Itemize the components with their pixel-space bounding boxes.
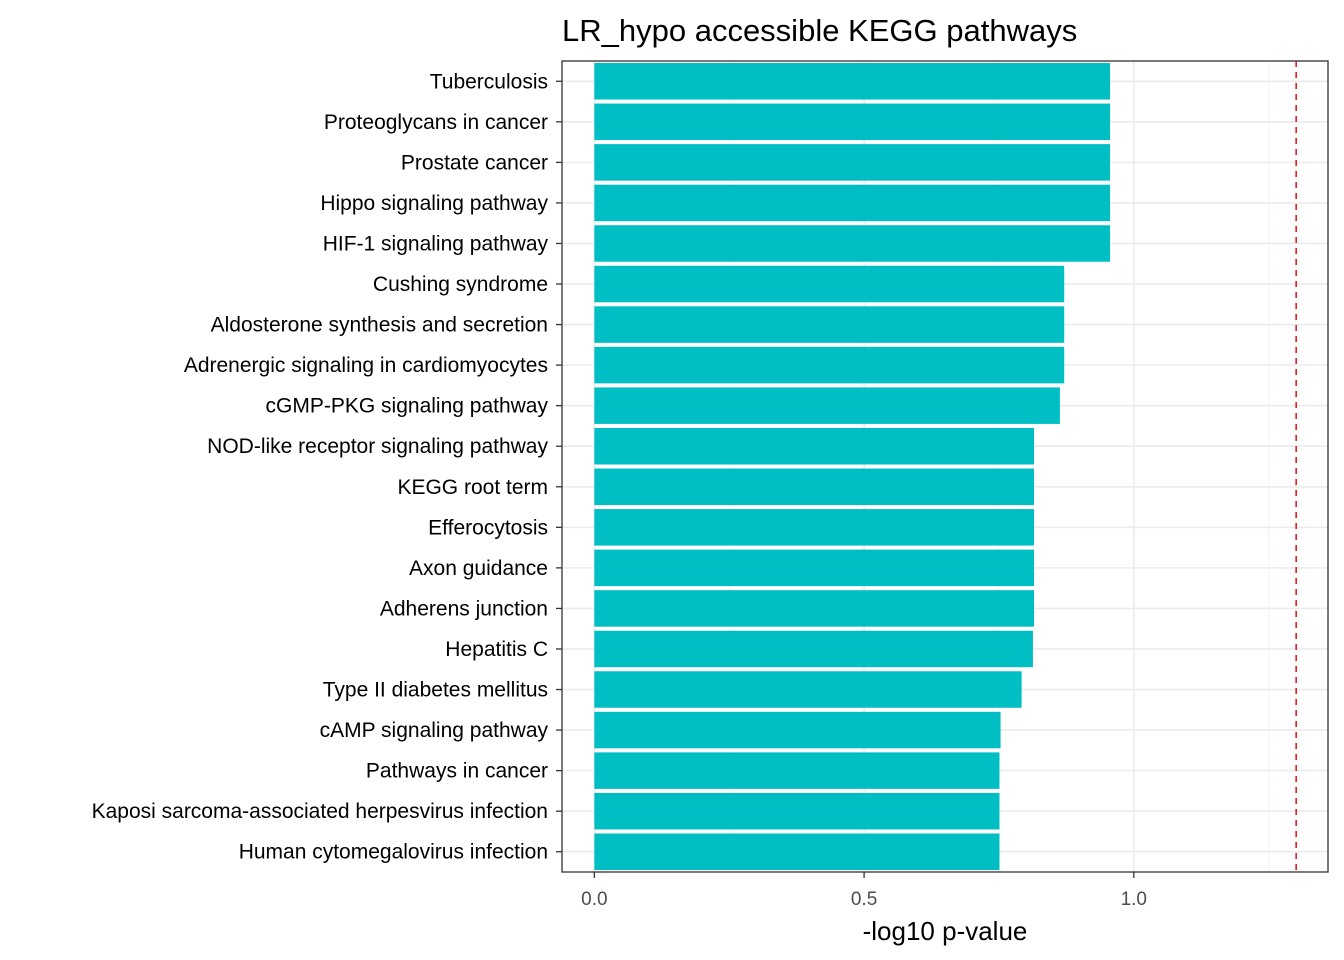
- y-tick-label: Type II diabetes mellitus: [323, 679, 548, 702]
- y-tick-label: Proteoglycans in cancer: [324, 111, 548, 134]
- y-axis: Tuberculosis Proteoglycans in cancer Prost…: [92, 70, 562, 864]
- y-tick-label: cAMP signaling pathway: [320, 719, 549, 742]
- bar: [594, 387, 1060, 424]
- bar: [594, 144, 1111, 181]
- bar: [594, 671, 1022, 708]
- bar: [594, 306, 1065, 343]
- bar: [594, 590, 1035, 627]
- y-tick-label: Aldosterone synthesis and secretion: [211, 314, 548, 337]
- panel-border: [561, 60, 1329, 873]
- bar: [594, 752, 1000, 789]
- bar: [594, 509, 1035, 546]
- y-tick-label: cGMP-PKG signaling pathway: [266, 395, 549, 418]
- bar: [594, 833, 1000, 870]
- y-tick-label: Hippo signaling pathway: [320, 192, 548, 215]
- y-tick-label: Axon guidance: [409, 557, 548, 580]
- y-tick-label: Kaposi sarcoma-associated herpesvirus in…: [92, 800, 548, 823]
- bar: [594, 265, 1065, 303]
- y-tick-label: Adherens junction: [380, 597, 548, 620]
- y-tick-label: Prostate cancer: [401, 151, 548, 174]
- chart-title: LR_hypo accessible KEGG pathways: [562, 13, 1077, 48]
- y-tick-label: Adrenergic signaling in cardiomyocytes: [184, 354, 548, 377]
- y-tick-label: HIF-1 signaling pathway: [323, 232, 549, 255]
- bar: [594, 468, 1035, 506]
- bar: [594, 630, 1033, 668]
- bar: [594, 711, 1001, 749]
- bar: [594, 103, 1111, 141]
- x-axis-title: -log10 p-value: [863, 916, 1028, 946]
- bar: [594, 225, 1111, 262]
- bar: [594, 184, 1111, 222]
- y-tick-label: KEGG root term: [397, 476, 548, 499]
- y-tick-label: Hepatitis C: [445, 638, 548, 661]
- y-tick-label: Cushing syndrome: [373, 273, 548, 296]
- bars: [594, 63, 1111, 870]
- y-tick-label: Human cytomegalovirus infection: [239, 841, 548, 864]
- y-tick-label: Tuberculosis: [430, 70, 548, 93]
- x-tick-label: 0.5: [851, 889, 877, 910]
- y-tick-label: NOD-like receptor signaling pathway: [207, 435, 548, 458]
- x-tick-label: 0.0: [581, 889, 607, 910]
- x-axis: 0.0 0.5 1.0: [581, 872, 1147, 910]
- bar: [594, 792, 1000, 830]
- bar: [594, 63, 1111, 100]
- bar: [594, 549, 1035, 587]
- bar: [594, 346, 1065, 384]
- y-tick-label: Pathways in cancer: [366, 760, 548, 783]
- plot-panel: [561, 60, 1329, 873]
- y-tick-label: Efferocytosis: [428, 516, 548, 539]
- bar: [594, 427, 1035, 465]
- x-tick-label: 1.0: [1121, 889, 1147, 910]
